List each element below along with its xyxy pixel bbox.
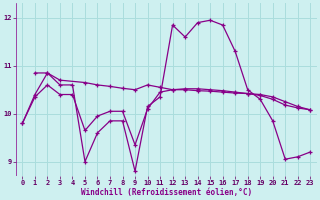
X-axis label: Windchill (Refroidissement éolien,°C): Windchill (Refroidissement éolien,°C) xyxy=(81,188,252,197)
